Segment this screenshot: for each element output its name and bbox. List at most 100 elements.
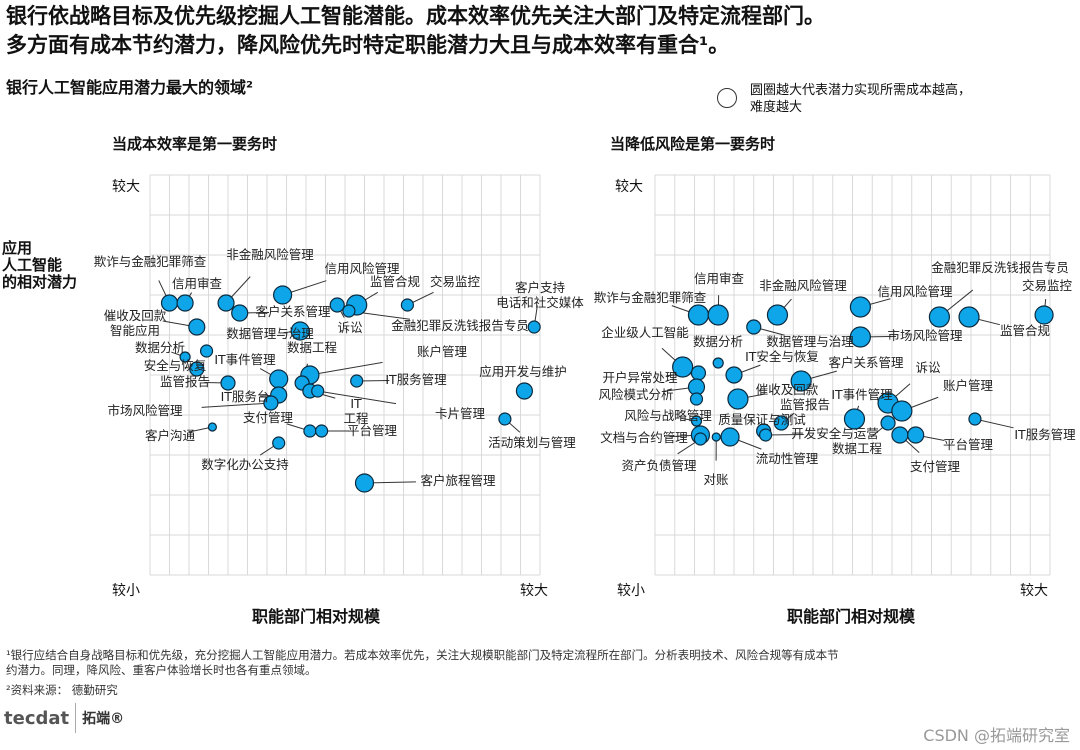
bubble-label: 客户关系管理	[255, 304, 331, 319]
bubble	[849, 296, 872, 318]
bubble	[880, 415, 896, 431]
bubble-label: 质量保证与测试	[718, 412, 806, 427]
y-title-line: 人工智能	[2, 256, 63, 274]
bubble	[712, 357, 724, 369]
bubble-label: 数字化办公支持	[201, 457, 289, 472]
bubble-label: 监管报告	[160, 374, 210, 389]
bubble-label: IT服务管理	[385, 372, 447, 387]
bubble-label: 活动策划与管理	[488, 435, 576, 450]
bubble	[176, 294, 194, 312]
bubble	[199, 344, 214, 358]
title-line-1: 银行依战略目标及优先级挖掘人工智能潜能。成本效率优先关注大部门及特定流程部门。	[6, 4, 825, 28]
bubble	[217, 294, 235, 312]
bubble	[672, 356, 694, 378]
bubble-label: 诉讼	[337, 320, 362, 335]
bubble-label: IT服务管理	[1014, 427, 1076, 442]
footnote-1-line-2: 约潜力。同理，降风险、重客户体验增长时也各有重点领域。	[6, 663, 317, 677]
bubble-label: 诉讼	[915, 360, 940, 375]
bubble	[515, 382, 534, 400]
bubble-label: 欺诈与金融犯罪筛查	[594, 290, 707, 305]
y-axis-title: 应用 人工智能 的相对潜力	[2, 240, 77, 291]
bubble-label: 文档与合约管理	[600, 430, 688, 445]
bubble-label: 交易监控	[1022, 278, 1073, 293]
legend-line-1: 圆圈越大代表潜力实现所需成本越高，	[750, 83, 972, 98]
y-tick-high-left: 较大	[112, 179, 140, 195]
bubble-label: 监管合规	[1000, 323, 1050, 338]
bubble	[311, 384, 325, 398]
bubble	[891, 400, 913, 422]
bubble-label: 应用开发与维护	[479, 364, 567, 379]
bubble	[928, 306, 951, 328]
bubble	[527, 320, 541, 334]
bubble-label: 对账	[703, 472, 729, 487]
bubble	[727, 388, 749, 410]
bubble-label: 数据工程	[287, 340, 338, 355]
bubble	[400, 298, 414, 312]
subtitle: 银行人工智能应用潜力最大的领域²	[6, 78, 254, 97]
bubble-label: 监管报告	[780, 397, 830, 412]
bubble-label: 信用审查	[694, 271, 745, 286]
bubble-label: IT	[350, 396, 362, 411]
logo-mark: tecdat	[4, 707, 70, 729]
bubble-label: 卡片管理	[435, 406, 486, 421]
bubble-label: 风险模式分析	[598, 387, 673, 402]
bubble	[746, 319, 762, 335]
bubble-label: 平台管理	[943, 437, 994, 452]
bubble-label: 催收及回款	[756, 382, 819, 397]
bubble-label: 客户旅程管理	[420, 473, 496, 488]
bubble	[350, 374, 364, 388]
bubble	[968, 412, 982, 426]
chart-title-left: 当成本效率是第一要务时	[112, 135, 278, 153]
bubble	[269, 369, 289, 389]
x-tick-low-right: 较小	[617, 583, 645, 599]
bubble	[958, 306, 980, 328]
bubble	[315, 424, 329, 438]
legend-line-2: 难度越大	[750, 100, 803, 115]
bubble	[766, 304, 789, 326]
bubble	[907, 426, 925, 444]
x-axis-title-left: 职能部门相对规模	[252, 607, 381, 626]
bubble-label: 市场风险管理	[107, 403, 183, 418]
bubble	[188, 318, 206, 336]
bubble-label: 催收及回款	[104, 308, 167, 323]
bubble	[498, 412, 512, 426]
bubble-label: 欺诈与金融犯罪筛查	[94, 254, 207, 269]
bubble-label: 流动性管理	[756, 451, 819, 466]
bubble-label: 市场风险管理	[887, 328, 963, 343]
bubble-label: 开户异常处理	[602, 370, 678, 385]
bubble-label: 资产负债管理	[621, 458, 697, 473]
bubble-label: 客户支持	[515, 280, 565, 295]
bubble-label: 客户沟通	[145, 428, 196, 443]
bubble-label: 数据管理与治理	[226, 326, 314, 341]
bubble	[329, 297, 345, 313]
footnote-2: ²资料来源： 德勤研究	[6, 683, 118, 697]
x-tick-high-left: 较大	[520, 583, 548, 599]
bubble-label: 平台管理	[347, 423, 398, 438]
legend-text: 圆圈越大代表潜力实现所需成本越高， 难度越大	[750, 82, 971, 116]
y-title-line: 应用	[2, 239, 33, 257]
bubble-label: 安全与恢复	[144, 358, 207, 373]
bubble	[207, 422, 217, 432]
bubble-label: 数据分析	[135, 340, 185, 355]
bubble	[690, 365, 707, 381]
bubble	[891, 426, 909, 444]
bubble-label: 信用风险管理	[877, 284, 953, 299]
bubble-label: IT事件管理	[214, 352, 276, 367]
legend-circle-icon	[717, 88, 737, 108]
bubble	[231, 304, 249, 322]
bubble-label: 非金融风险管理	[759, 278, 847, 293]
bubble	[690, 415, 703, 427]
bubble-label: 金融犯罪反洗钱报告专员	[391, 318, 529, 333]
bubble	[303, 424, 317, 438]
x-tick-low-left: 较小	[112, 583, 140, 599]
brand-logo: tecdat 拓端®	[4, 703, 124, 733]
bubble	[290, 321, 310, 341]
bubble	[189, 361, 205, 377]
bubble-label: IT事件管理	[831, 387, 893, 402]
bubble	[773, 415, 790, 431]
bubble-label: 电话和社交媒体	[496, 295, 584, 310]
bubble	[272, 436, 286, 450]
bubble-label: 风险与战略管理	[624, 408, 712, 423]
bubble	[693, 432, 708, 446]
